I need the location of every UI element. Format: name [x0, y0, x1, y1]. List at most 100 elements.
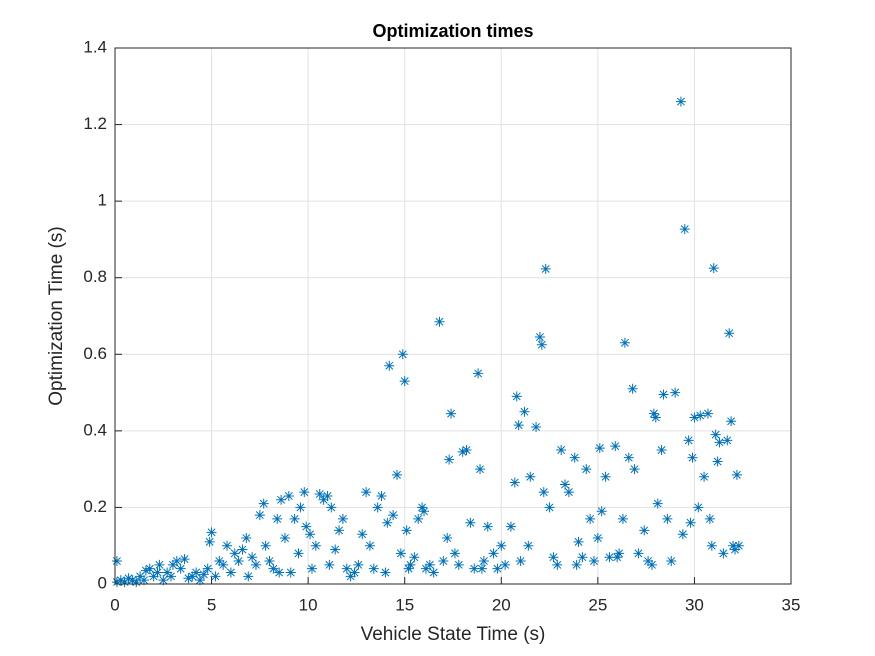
marker — [191, 567, 202, 578]
marker — [442, 533, 453, 544]
marker — [675, 96, 686, 107]
marker — [289, 513, 300, 524]
marker — [689, 412, 700, 423]
marker — [258, 498, 269, 509]
y-tick-label: 1 — [98, 191, 107, 210]
marker — [318, 494, 329, 505]
marker — [301, 521, 312, 532]
marker — [337, 513, 348, 524]
marker — [334, 525, 345, 536]
marker — [127, 575, 138, 586]
marker — [166, 571, 177, 582]
marker — [525, 471, 536, 482]
marker — [733, 540, 744, 551]
marker — [218, 559, 229, 570]
marker — [643, 556, 654, 567]
marker — [662, 513, 673, 524]
y-tick-label: 0.8 — [83, 267, 107, 286]
marker — [198, 569, 209, 580]
marker — [274, 567, 285, 578]
marker — [372, 502, 383, 513]
marker — [111, 556, 122, 567]
marker — [283, 490, 294, 501]
marker — [704, 513, 715, 524]
marker — [152, 567, 163, 578]
marker — [424, 559, 435, 570]
marker — [540, 263, 551, 274]
x-tick-label: 5 — [207, 595, 216, 614]
marker — [260, 540, 271, 551]
marker — [183, 573, 194, 584]
marker — [531, 422, 542, 433]
marker — [724, 328, 735, 339]
marker — [702, 408, 713, 419]
y-tick-label: 0.2 — [83, 497, 107, 516]
marker — [322, 490, 333, 501]
marker — [384, 360, 395, 371]
marker — [573, 536, 584, 547]
x-tick-label: 20 — [492, 595, 511, 614]
marker — [268, 563, 279, 574]
marker — [413, 513, 424, 524]
marker — [513, 420, 524, 431]
marker — [395, 548, 406, 559]
marker — [210, 571, 221, 582]
y-tick-label: 1.4 — [83, 37, 107, 56]
marker — [500, 559, 511, 570]
marker — [571, 559, 582, 570]
marker — [544, 502, 555, 513]
marker — [357, 529, 368, 540]
marker — [214, 556, 225, 567]
marker — [585, 513, 596, 524]
marker — [131, 577, 142, 588]
y-tick-label: 0.6 — [83, 344, 107, 363]
marker — [695, 410, 706, 421]
marker — [592, 533, 603, 544]
marker — [658, 389, 669, 400]
marker — [115, 575, 126, 586]
marker — [233, 556, 244, 567]
marker — [731, 469, 742, 480]
marker — [569, 452, 580, 463]
marker — [243, 571, 254, 582]
marker — [349, 567, 360, 578]
marker — [728, 540, 739, 551]
marker — [368, 563, 379, 574]
marker — [237, 544, 248, 555]
marker — [326, 502, 337, 513]
axes-box — [114, 47, 792, 585]
marker — [629, 464, 640, 475]
marker — [679, 224, 690, 235]
marker — [465, 517, 476, 528]
x-tick-label: 10 — [299, 595, 318, 614]
marker — [509, 477, 520, 488]
marker — [305, 529, 316, 540]
marker — [581, 464, 592, 475]
marker — [391, 469, 402, 480]
x-tick-label: 35 — [782, 595, 801, 614]
marker — [419, 506, 430, 517]
marker — [596, 506, 607, 517]
marker — [202, 563, 213, 574]
plot-area — [115, 48, 791, 584]
marker — [247, 552, 258, 563]
marker — [353, 559, 364, 570]
marker — [206, 527, 217, 538]
marker — [167, 559, 178, 570]
marker — [648, 408, 659, 419]
marker — [135, 571, 146, 582]
marker — [552, 559, 563, 570]
marker — [577, 552, 588, 563]
marker — [519, 406, 530, 417]
marker — [225, 567, 236, 578]
marker — [417, 502, 428, 513]
marker — [241, 533, 252, 544]
marker — [534, 332, 545, 343]
marker — [478, 556, 489, 567]
x-tick-label: 0 — [110, 595, 119, 614]
marker — [687, 452, 698, 463]
marker — [399, 376, 410, 387]
marker — [666, 556, 677, 567]
